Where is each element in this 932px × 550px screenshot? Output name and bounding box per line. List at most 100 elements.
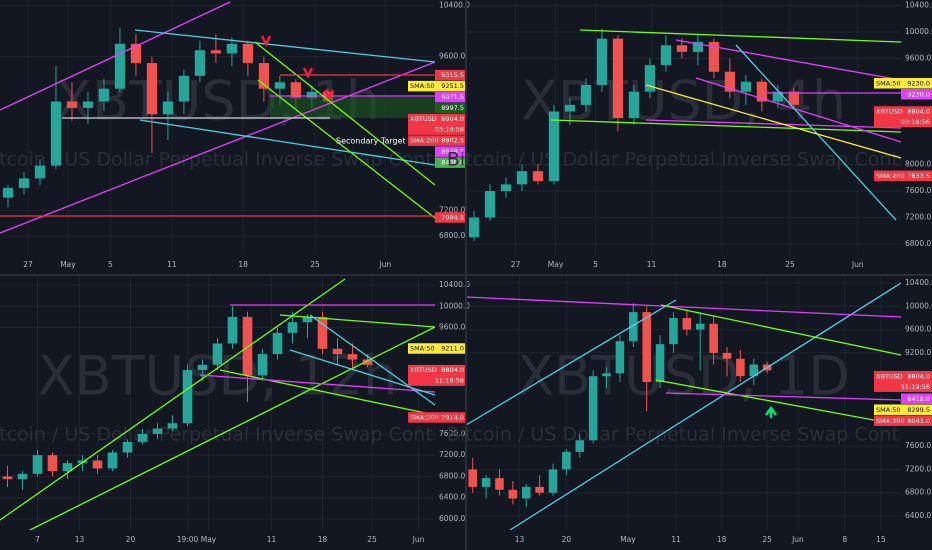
candle-body bbox=[152, 428, 163, 434]
y-tick-label: 9600.0 bbox=[905, 325, 931, 334]
candle-body bbox=[788, 91, 799, 105]
price-tag: XBTUSD 8804.0 03:19:56 bbox=[874, 106, 932, 128]
candle-body bbox=[481, 478, 491, 487]
candle-body bbox=[122, 441, 133, 453]
y-tick-label: 8000.0 bbox=[905, 160, 931, 169]
trendline bbox=[550, 119, 902, 133]
price-tag-box bbox=[408, 113, 466, 135]
price-tag-box bbox=[435, 212, 466, 223]
price-tag-box bbox=[435, 69, 466, 81]
y-tick-label: 6800.0 bbox=[439, 231, 465, 240]
x-tick-label: May bbox=[620, 535, 636, 544]
x-tick-label: 8 bbox=[842, 535, 847, 544]
price-tag-name: XBTUSD bbox=[410, 115, 437, 123]
y-tick-label: 7200.0 bbox=[905, 213, 931, 222]
axis-bg bbox=[0, 255, 435, 275]
price-tag-name: XBTUSD bbox=[410, 366, 437, 374]
y-tick-label: 7600.0 bbox=[905, 441, 931, 450]
candle-body bbox=[580, 85, 592, 105]
price-tag-box bbox=[901, 89, 932, 100]
y-tick-label: 7600.0 bbox=[905, 186, 931, 195]
price-tag-value: 8299.5 bbox=[907, 406, 930, 414]
price-tag-box bbox=[874, 106, 932, 128]
candle-body bbox=[548, 111, 560, 182]
candle-body bbox=[532, 171, 544, 182]
y-tick-label: 9600.0 bbox=[905, 53, 931, 62]
pane: XBTUSD, 1D Bitcoin / US Dollar Perpetual … bbox=[447, 275, 932, 550]
candle-body bbox=[660, 45, 672, 66]
price-tag-value: 7914.0 bbox=[441, 414, 464, 422]
price-tag-box bbox=[408, 343, 466, 354]
x-tick-label: 18 bbox=[717, 260, 727, 269]
price-tag: 9071.5 bbox=[435, 91, 466, 103]
candle-body bbox=[564, 104, 576, 112]
candle-body bbox=[724, 71, 735, 92]
y-tick-label: 6000.0 bbox=[439, 514, 465, 523]
candle-body bbox=[162, 101, 174, 115]
x-tick-label: 11 bbox=[671, 535, 681, 544]
x-tick-label: 27 bbox=[23, 260, 33, 269]
countdown: 11:19:56 bbox=[435, 377, 464, 385]
candle-body bbox=[47, 455, 58, 472]
candle-body bbox=[642, 312, 651, 383]
y-tick-label: 7200.0 bbox=[439, 205, 465, 214]
price-tag-value: 7094.5 bbox=[441, 214, 464, 222]
candle-body bbox=[736, 358, 745, 377]
x-tick-label: Jun bbox=[791, 535, 804, 544]
price-tag-value: 9315.5 bbox=[441, 71, 464, 79]
x-tick-label: 18 bbox=[238, 260, 248, 269]
drawings: Secondary Target bbox=[0, 1, 436, 234]
axis-bg bbox=[0, 530, 435, 550]
candle-body bbox=[548, 469, 558, 493]
watermark-subtitle: Bitcoin / US Dollar Perpetual Inverse Sw… bbox=[447, 424, 932, 446]
candle-body bbox=[708, 41, 720, 72]
candle-body bbox=[258, 63, 269, 89]
trendline bbox=[134, 29, 436, 63]
candle-body bbox=[692, 41, 704, 52]
trendline bbox=[579, 29, 902, 43]
x-tick-label: 25 bbox=[367, 535, 377, 544]
trendline bbox=[465, 296, 902, 318]
candle-body bbox=[562, 451, 571, 470]
price-tag: XBTUSD 8804.0 11:19:56 bbox=[408, 364, 466, 386]
price-tag: SMA:50 8299.5 bbox=[874, 404, 932, 415]
candle-body bbox=[82, 101, 94, 108]
y-tick-label: 10000.0 bbox=[439, 301, 470, 310]
candle-body bbox=[257, 354, 268, 376]
candle-body bbox=[227, 316, 238, 344]
candle-body bbox=[2, 188, 14, 198]
candle-body bbox=[709, 323, 718, 353]
candle-body bbox=[655, 344, 665, 383]
axis-bg bbox=[466, 530, 901, 550]
trendline bbox=[309, 314, 436, 406]
y-tick-label: 9200.0 bbox=[905, 348, 931, 357]
price-tag-value: 9230.0 bbox=[907, 90, 930, 98]
countdown: 11:19:56 bbox=[901, 383, 930, 391]
price-tag: SMA:50 9251.5 bbox=[408, 80, 466, 92]
trendline bbox=[509, 282, 902, 531]
price-tag-box bbox=[874, 78, 932, 89]
trendline bbox=[139, 119, 436, 166]
price-tag: 8997.5 bbox=[435, 102, 466, 114]
x-tick-label: 5 bbox=[593, 260, 598, 269]
price-tag-box bbox=[435, 157, 466, 168]
price-tag-name: SMA:200 bbox=[876, 172, 905, 180]
candle-body bbox=[17, 473, 28, 480]
y-tick-label: 7200.0 bbox=[439, 450, 465, 459]
price-tag-name: XBTUSD bbox=[876, 372, 903, 380]
x-tick-label: 27 bbox=[511, 260, 521, 269]
x-tick-label: May bbox=[60, 260, 76, 269]
candle-body bbox=[274, 82, 285, 89]
price-tag: 7094.5 bbox=[435, 212, 466, 223]
price-tag: SMA:200 8043.0 bbox=[874, 415, 932, 426]
candle-body bbox=[290, 82, 301, 99]
price-tag: 9315.5 bbox=[435, 69, 466, 81]
x-tick-label: May bbox=[548, 260, 564, 269]
candle-body bbox=[212, 343, 223, 365]
candle-body bbox=[137, 433, 148, 442]
price-tag-value: 8043.0 bbox=[907, 417, 930, 425]
trendline bbox=[0, 278, 346, 521]
trendline bbox=[735, 44, 897, 221]
candle-body bbox=[107, 452, 118, 469]
x-tick-label: 5 bbox=[108, 260, 113, 269]
